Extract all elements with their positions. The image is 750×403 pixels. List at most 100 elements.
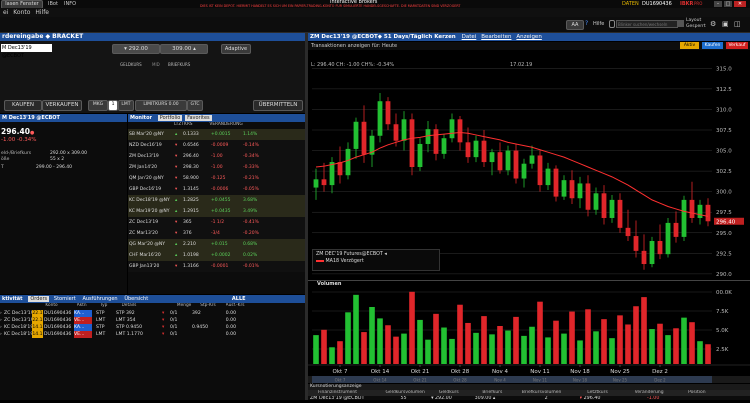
volume-bar xyxy=(521,335,527,364)
monitor-row[interactable]: KC Dec18'19 @NY ▴ 1.2825 +0.0455 3.68% xyxy=(128,194,305,206)
transactions-dropdown[interactable]: Heute xyxy=(382,43,398,49)
quote-strip-row[interactable]: ZM Dec13'19 @ECBOT 55 ▾ 292.00 309.00 ▴ … xyxy=(308,396,750,403)
limit-price-field[interactable]: LIMITKURS 0.00 xyxy=(135,100,187,111)
tab-favorites[interactable]: Favorites xyxy=(185,115,212,121)
windows-icon[interactable]: ▣ xyxy=(722,20,729,28)
order-action[interactable]: VE... xyxy=(74,330,92,338)
overview-strip[interactable]: Okt 7 Okt 14 Okt 21 Okt 28 Nov 4 Nov 11 Nov 18… xyxy=(308,376,750,383)
monitor-row[interactable]: QG Mar'20 @NY ▴ 2.210 +0.015 0.68% xyxy=(128,238,305,250)
qs-bid[interactable]: ▾ 292.00 xyxy=(431,396,452,401)
maximize-icon[interactable]: □ xyxy=(724,1,732,7)
order-row[interactable]: › KC Dec18'1914.1DU1690436 KA... STP STP 0.9… xyxy=(0,323,305,331)
order-action[interactable]: KA... xyxy=(74,323,92,331)
ibot-tab[interactable]: IBot xyxy=(48,1,58,7)
tab-executions[interactable]: Ausführungen xyxy=(82,296,118,302)
order-row[interactable]: › ZC Dec13'1922.1DU1690436 KA... STP STP 392… xyxy=(0,309,305,317)
monitor-row[interactable]: KC Mar19'20 @NY ▴ 1.2915 +0.0435 3.49% xyxy=(128,205,305,217)
menu-item-account[interactable]: Konto xyxy=(13,9,31,16)
lmt-type-dropdown[interactable]: LMT xyxy=(118,100,134,111)
row-expand-icon[interactable]: › xyxy=(0,310,2,316)
monitor-symbol[interactable]: ZC Dec13'19 xyxy=(129,219,159,225)
order-action[interactable]: KA... xyxy=(74,309,92,317)
close-icon[interactable]: ✕ xyxy=(734,1,746,7)
active-button[interactable]: Aktiv xyxy=(680,42,699,49)
quantity-field[interactable]: 1 xyxy=(108,100,118,111)
monitor-row[interactable]: GBP Dec16'19 ▾ 1.3145 -0.0006 -0.05% xyxy=(128,183,305,195)
chart-menu-view[interactable]: Anzeigen xyxy=(516,34,542,40)
monitor-row[interactable]: SB Mar'20 @NY ▴ 0.1333 +0.0015 1.14% xyxy=(128,128,305,140)
ask-price-button[interactable]: 309.00 ▴ xyxy=(160,44,208,54)
monitor-row[interactable]: NZD Dec16'19 ▾ 0.6546 -0.0009 -0.14% xyxy=(128,139,305,151)
order-fill-price: 0.00 xyxy=(225,324,236,330)
monitor-symbol[interactable]: CHF Mar16'20 xyxy=(129,252,161,258)
monitor-symbol[interactable]: KC Dec18'19 @NY xyxy=(129,197,170,203)
monitor-symbol[interactable]: ZC Mar13'20 xyxy=(129,230,158,236)
pane-divider[interactable] xyxy=(305,33,308,400)
order-fill-price: 0.00 xyxy=(225,331,236,337)
monitor-row[interactable]: ZC Mar13'20 ▾ 376 -3/4 -0.20% xyxy=(128,227,305,239)
y-tick-label: 312.5 xyxy=(716,87,732,93)
monitor-row[interactable]: GBP Jan13'20 ▾ 1.3166 -0.0001 -0.01% xyxy=(128,260,305,272)
help-icon[interactable]: ? xyxy=(585,20,589,27)
monitor-symbol[interactable]: ZM Dec13'19 xyxy=(129,153,159,159)
monitor-row[interactable]: ZC Dec13'19 ▾ 365 -1 1/2 -0.41% xyxy=(128,216,305,228)
monitor-symbol[interactable]: SB Mar'20 @NY xyxy=(129,131,164,137)
lock-icon[interactable] xyxy=(677,20,684,27)
tab-portfolio[interactable]: Portfolio xyxy=(157,115,183,121)
qs-ask[interactable]: 309.00 ▴ xyxy=(474,396,496,401)
monitor-row[interactable]: CHF Mar16'20 ▴ 1.0198 +0.0002 0.02% xyxy=(128,249,305,261)
instrument-selector[interactable]: M Dec13'19 @ECBOT xyxy=(1,44,52,59)
tab-cancelled[interactable]: Storniert xyxy=(53,296,76,302)
order-details: LMT 1.1770 xyxy=(116,331,143,337)
monitor-symbol[interactable]: ZM Jan14'20 xyxy=(129,164,158,170)
order-row[interactable]: › ZC Dec13'1922.1DU1690436 VE... LMT LMT 354… xyxy=(0,316,305,324)
layout-label[interactable]: Layout xyxy=(686,18,702,23)
menu-item-help[interactable]: Hilfe xyxy=(35,9,49,16)
help-label[interactable]: Hilfe xyxy=(593,21,605,27)
font-size-button[interactable]: AA xyxy=(566,20,584,30)
row-expand-icon[interactable]: › xyxy=(0,331,2,337)
tab-orders[interactable]: Orders xyxy=(28,296,50,302)
submit-order-button[interactable]: ÜBERMITTELN xyxy=(253,100,303,111)
monitor-row[interactable]: ZM Dec13'19 ▾ 296.40 -1.00 -0.34% xyxy=(128,150,305,162)
notification-icon[interactable]: ◫ xyxy=(734,20,741,28)
info-tab[interactable]: INFO xyxy=(64,1,77,7)
tif-dropdown[interactable]: GTC xyxy=(187,100,203,111)
chart-sell-button[interactable]: Verkauf xyxy=(726,42,748,49)
monitor-symbol[interactable]: GBP Dec16'19 xyxy=(129,186,162,192)
monitor-row[interactable]: QM Jan'20 @NY ▾ 58.900 -0.125 -0.21% xyxy=(128,172,305,184)
search-input[interactable] xyxy=(616,20,678,28)
chart-menu-file[interactable]: Datei xyxy=(461,34,477,40)
direction-icon: ▾ xyxy=(175,230,178,236)
qs-instrument[interactable]: ZM Dec13'19 @ECBOT xyxy=(310,396,365,401)
row-expand-icon[interactable]: › xyxy=(0,317,2,323)
order-type-dropdown[interactable]: MKG xyxy=(88,100,108,111)
sell-toggle[interactable]: VERKAUFEN xyxy=(42,100,82,111)
row-expand-icon[interactable]: › xyxy=(0,324,2,330)
monitor-row[interactable]: ZM Jan14'20 ▾ 298.30 -1.00 -0.33% xyxy=(128,161,305,173)
algo-strategy-dropdown[interactable]: Adaptive xyxy=(221,44,251,54)
layout-locked-label[interactable]: Gesperrt xyxy=(686,24,706,29)
menu-item-file[interactable]: ei xyxy=(3,9,9,16)
qs-col-instrument: Finanzinstrument xyxy=(318,389,358,395)
chart-menu-edit[interactable]: Bearbeiten xyxy=(481,34,512,40)
chart-canvas[interactable]: 290.0 292.5 295.0 297.5 300.0 302.5 305.0 307.5… xyxy=(308,50,750,385)
volume-bar xyxy=(689,322,695,364)
settings-icon[interactable]: ⚙ xyxy=(710,20,717,28)
order-type: LMT xyxy=(96,331,106,337)
tab-summary[interactable]: Übersicht xyxy=(124,296,149,302)
overview-tick-label: Okt 28 xyxy=(453,378,467,383)
order-row[interactable]: › KC Dec18'1914.1DU1690436 VE... LMT LMT 1.1… xyxy=(0,330,305,338)
monitor-symbol[interactable]: NZD Dec16'19 xyxy=(129,142,162,148)
monitor-symbol[interactable]: QM Jan'20 @NY xyxy=(129,175,164,181)
bid-price-button[interactable]: ▾ 292.00 xyxy=(112,44,160,54)
minimize-icon[interactable]: – xyxy=(714,1,722,7)
monitor-symbol[interactable]: GBP Jan13'20 xyxy=(129,263,160,269)
monitor-symbol[interactable]: QG Mar'20 @NY xyxy=(129,241,165,247)
buy-toggle[interactable]: KAUFEN xyxy=(4,100,42,111)
filter-dropdown[interactable]: ALLE xyxy=(231,296,246,302)
chart-buy-button[interactable]: Kaufen xyxy=(702,42,723,49)
monitor-symbol[interactable]: KC Mar19'20 @NY xyxy=(129,208,170,214)
overview-tick-label: Nov 11 xyxy=(533,378,548,383)
order-action[interactable]: VE... xyxy=(74,316,92,324)
